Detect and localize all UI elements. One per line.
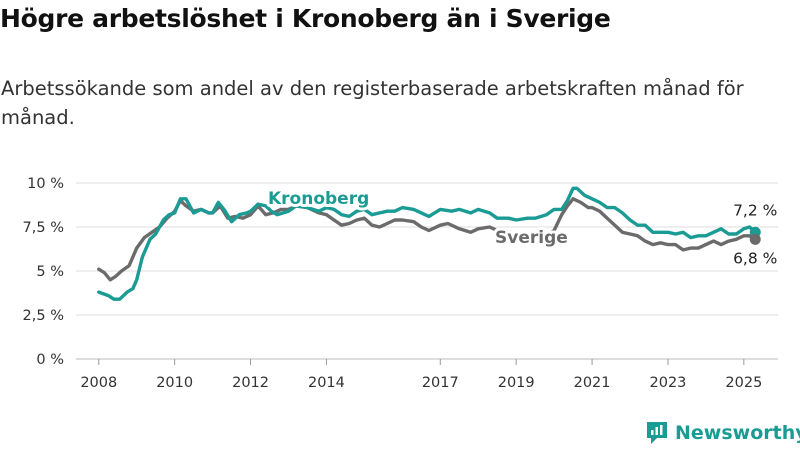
x-tick-label: 2010 — [156, 375, 193, 391]
end-point-sverige — [749, 233, 761, 245]
y-tick-label: 0 % — [36, 352, 64, 368]
chart-subtitle: Arbetssökande som andel av den registerb… — [1, 77, 744, 129]
x-tick-label: 2012 — [232, 375, 269, 391]
x-tick-label: 2019 — [498, 375, 535, 391]
y-tick-label: 7,5 % — [23, 220, 64, 236]
x-tick-label: 2021 — [574, 375, 611, 391]
y-tick-label: 10 % — [27, 176, 64, 192]
x-tick-label: 2017 — [422, 375, 459, 391]
newsworthy-logo[interactable]: Newsworthy — [645, 420, 800, 446]
y-tick-label: 5 % — [36, 264, 64, 280]
chart-title: Högre arbetslöshet i Kronoberg än i Sver… — [0, 4, 611, 33]
x-tick-label: 2025 — [725, 375, 762, 391]
y-tick-label: 2,5 % — [23, 308, 64, 324]
x-tick-label: 2008 — [80, 375, 117, 391]
series-line-kronoberg — [97, 186, 757, 301]
newsworthy-logo-icon — [647, 422, 667, 444]
end-value-label-kronoberg: 7,2 % — [733, 201, 777, 219]
series-name-halo: Sverige — [495, 228, 568, 248]
grid-lines — [76, 182, 778, 360]
x-tick-label: 2023 — [650, 375, 687, 391]
series-name-halo: Kronoberg — [268, 189, 369, 209]
series-name-kronoberg: Kronoberg — [268, 189, 369, 209]
x-tick-label: 2014 — [308, 375, 345, 391]
axes: 0 % 2,5 % 5 % 7,5 % 10 % 2008 2010 2012 2014 2017… — [23, 176, 763, 391]
series-lines — [97, 186, 757, 301]
end-value-label-sverige: 6,8 % — [733, 249, 777, 267]
series-name-sverige: Sverige — [495, 228, 568, 248]
logo-text: Newsworthy — [675, 422, 800, 444]
